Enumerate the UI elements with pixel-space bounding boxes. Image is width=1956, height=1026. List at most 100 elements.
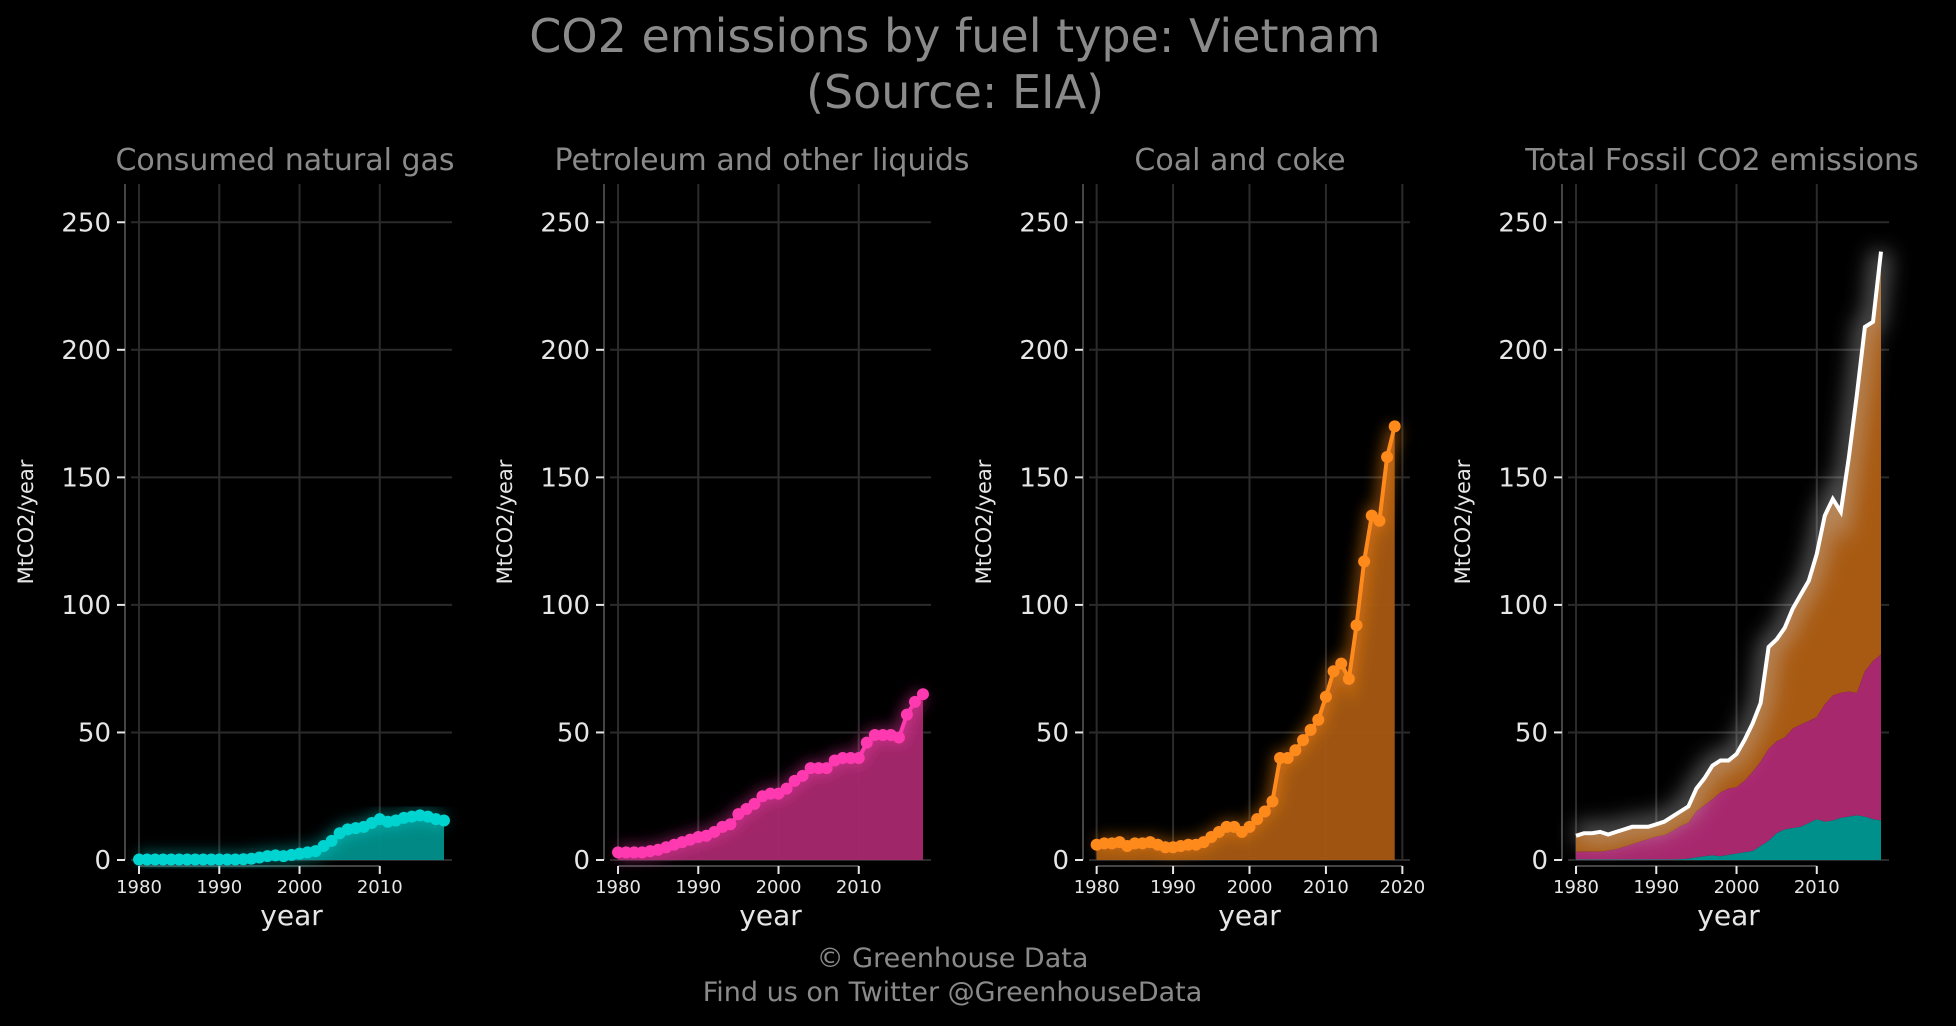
coal-points [1090, 420, 1401, 854]
gas-point [437, 814, 450, 827]
y-tick-label: 50 [557, 718, 590, 748]
coal-point [1335, 657, 1348, 670]
x-tick-label: 2010 [1794, 877, 1840, 898]
petroleum-point [724, 818, 737, 831]
x-tick-label: 1980 [1074, 877, 1120, 898]
y-tick-label: 0 [573, 846, 590, 876]
y-tick-label: 50 [1036, 718, 1069, 748]
panel-title: Consumed natural gas [115, 143, 454, 178]
x-tick-label: 1980 [116, 877, 162, 898]
petroleum-point [852, 751, 865, 764]
credit-line2: Find us on Twitter @GreenhouseData [702, 977, 1203, 1008]
y-tick-label: 0 [1531, 846, 1548, 876]
petroleum-point [900, 708, 913, 721]
petroleum-point [892, 731, 905, 744]
panel-title: Total Fossil CO2 emissions [1524, 143, 1918, 178]
y-axis-label: MtCO2/year [1451, 459, 1475, 584]
petroleum-point [860, 736, 873, 749]
petroleum-point [796, 769, 809, 782]
panel-title: Coal and coke [1134, 143, 1345, 178]
y-tick-label: 150 [1498, 463, 1548, 493]
coal-point [1327, 665, 1340, 678]
x-axis-label: year [739, 899, 802, 932]
petroleum-point [916, 688, 929, 701]
coal-point [1258, 805, 1271, 818]
coal-point [1281, 751, 1294, 764]
x-tick-label: 2000 [1714, 877, 1760, 898]
gas-points [133, 809, 450, 866]
main-title: CO2 emissions by fuel type: Vietnam (Sou… [0, 8, 1910, 120]
petroleum-point [908, 695, 921, 708]
petroleum-points [612, 688, 929, 859]
grid [131, 184, 452, 861]
credits: © Greenhouse Data Find us on Twitter @Gr… [0, 942, 1905, 1010]
y-tick-label: 200 [61, 336, 111, 366]
coal-point [1266, 795, 1279, 808]
petroleum-point [780, 782, 793, 795]
panel-4: Total Fossil CO2 emissions 0 50 100 150 200 25… [1451, 143, 1919, 932]
coal-point [1312, 713, 1325, 726]
y-axis-label: MtCO2/year [14, 459, 38, 584]
x-axis-label: year [1218, 899, 1281, 932]
coal-point [1381, 450, 1394, 463]
x-tick-label: 2000 [277, 877, 323, 898]
petroleum-area [618, 694, 923, 860]
panel-3: Coal and coke 0 50 100 150 200 250 1980 1990 2000… [972, 143, 1425, 932]
y-axis-label: MtCO2/year [972, 459, 996, 584]
x-tick-label: 1990 [675, 877, 721, 898]
credit-line1: © Greenhouse Data [816, 943, 1089, 974]
y-tick-label: 100 [1498, 591, 1548, 621]
panel-1: Consumed natural gas 0 50 100 150 200 250 1980 1… [14, 143, 455, 932]
y-tick-label: 150 [540, 463, 590, 493]
gas-stack-area [1576, 815, 1881, 860]
y-tick-label: 150 [61, 463, 111, 493]
panel-title: Petroleum and other liquids [554, 143, 969, 178]
coal-point [1297, 734, 1309, 747]
y-tick-label: 250 [61, 208, 111, 238]
y-tick-label: 200 [1498, 336, 1548, 366]
x-tick-label: 1990 [1150, 877, 1196, 898]
y-tick-label: 100 [540, 591, 590, 621]
coal-point [1342, 672, 1355, 685]
petroleum-stack-area [1576, 654, 1881, 860]
y-tick-label: 200 [1019, 336, 1069, 366]
x-tick-label: 1990 [196, 877, 242, 898]
y-tick-label: 0 [1052, 846, 1069, 876]
main-title-line1: CO2 emissions by fuel type: Vietnam [529, 9, 1381, 63]
coal-point [1358, 555, 1371, 568]
y-tick-label: 100 [61, 591, 111, 621]
coal-area [1096, 426, 1395, 860]
total-line [1575, 251, 1883, 838]
coal-point [1319, 690, 1332, 703]
x-tick-label: 2010 [836, 877, 882, 898]
main-title-line2: (Source: EIA) [805, 65, 1105, 119]
y-tick-label: 200 [540, 336, 590, 366]
x-tick-label: 2010 [1303, 877, 1349, 898]
coal-point [1388, 420, 1401, 433]
coal-point [1350, 619, 1363, 632]
y-tick-label: 50 [1515, 718, 1548, 748]
coal-point [1251, 813, 1264, 826]
y-tick-label: 100 [1019, 591, 1069, 621]
x-tick-label: 1980 [1553, 877, 1599, 898]
petroleum-point [820, 762, 833, 775]
coal-stack-area [1576, 251, 1881, 852]
coal-point [1304, 723, 1317, 736]
coal-point [1243, 820, 1256, 833]
x-tick-label: 1980 [595, 877, 641, 898]
x-axis-label: year [260, 899, 323, 932]
y-tick-label: 250 [1498, 208, 1548, 238]
petroleum-point [748, 797, 761, 810]
coal-point [1289, 744, 1302, 757]
x-tick-label: 1990 [1633, 877, 1679, 898]
x-tick-label: 2000 [756, 877, 802, 898]
x-tick-label: 2010 [357, 877, 403, 898]
x-axis-label: year [1697, 899, 1760, 932]
gas-point [325, 834, 338, 847]
y-axis-label: MtCO2/year [493, 459, 517, 584]
y-tick-label: 250 [540, 208, 590, 238]
y-tick-label: 250 [1019, 208, 1069, 238]
y-tick-label: 150 [1019, 463, 1069, 493]
